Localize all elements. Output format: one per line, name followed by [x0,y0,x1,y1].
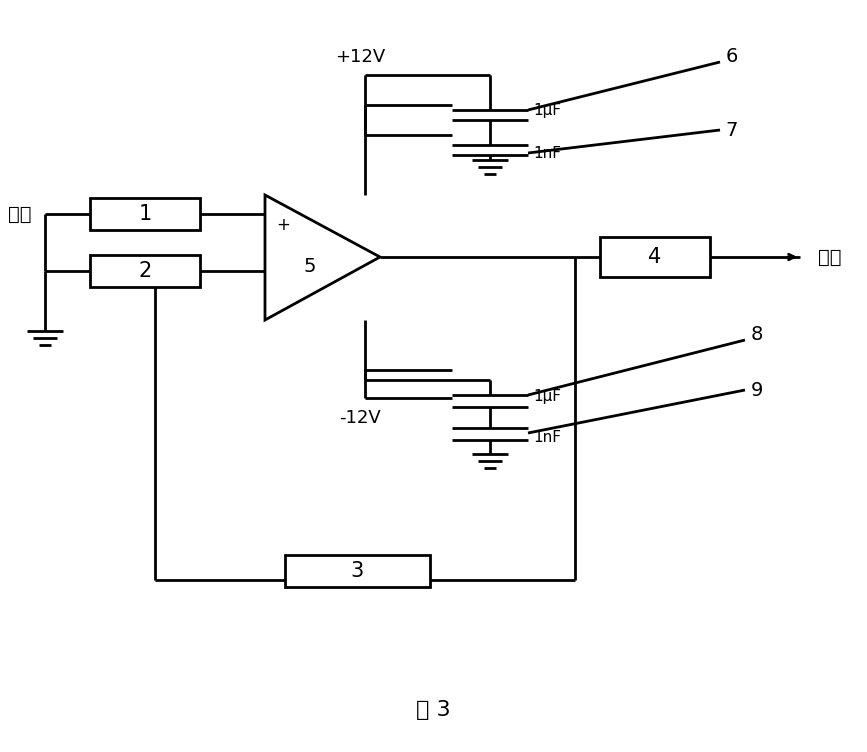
Text: 5: 5 [303,257,316,277]
Text: 6: 6 [726,47,738,66]
Text: 8: 8 [751,326,763,344]
Text: 输出: 输出 [818,247,842,266]
Text: 9: 9 [751,381,763,399]
Text: 2: 2 [139,261,152,281]
Text: 1μF: 1μF [533,104,561,119]
Text: +12V: +12V [335,48,385,66]
Text: -12V: -12V [339,409,381,427]
Text: 1: 1 [139,204,152,224]
Bar [90,255,200,287]
Text: 7: 7 [726,120,738,140]
Text: 1nF: 1nF [533,147,561,162]
Text: 1μF: 1μF [533,390,561,405]
Text: 输入: 输入 [9,205,32,223]
Bar [285,555,430,587]
Text: 3: 3 [351,561,364,581]
Text: 图 3: 图 3 [415,700,450,720]
Text: +: + [276,216,290,234]
Text: 4: 4 [649,247,662,267]
Bar [600,237,710,277]
Bar [90,198,200,230]
Text: 1nF: 1nF [533,430,561,445]
